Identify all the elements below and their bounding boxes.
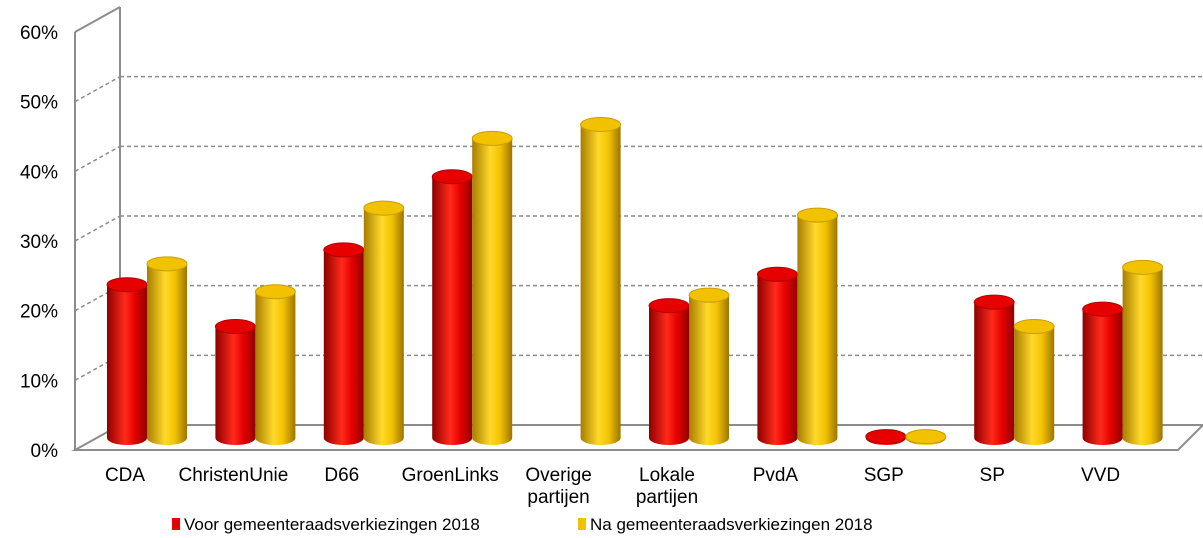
bar-top (106, 277, 148, 293)
bar (796, 207, 838, 445)
bar (648, 298, 690, 445)
bar-top (431, 169, 473, 185)
bar-body (107, 284, 147, 445)
bar-body (147, 263, 187, 445)
legend-label: Na gemeenteraadsverkiezingen 2018 (590, 515, 873, 534)
category-label: GroenLinks (402, 465, 499, 486)
bar (688, 287, 730, 445)
bar-top (471, 130, 513, 146)
bar-body (255, 291, 296, 445)
legend-label: Voor gemeenteraadsverkiezingen 2018 (184, 515, 480, 534)
bar-body (757, 274, 798, 445)
bar (1013, 319, 1055, 445)
bar-body (580, 124, 621, 445)
gridline-side (74, 145, 121, 172)
bar (580, 117, 622, 445)
bar-top (865, 429, 907, 445)
bar-top (688, 287, 730, 303)
bar (973, 294, 1015, 445)
gridline-side (74, 215, 121, 242)
bar-top (1122, 259, 1164, 275)
bar-top (796, 207, 838, 223)
bar-body (1122, 267, 1163, 445)
y-tick-label: 60% (20, 23, 58, 44)
bar (106, 277, 148, 445)
category-label: partijen (527, 487, 589, 508)
bar-body (1082, 309, 1123, 445)
category-label: Lokale (639, 465, 695, 486)
bar-top (905, 429, 947, 445)
side-wall-top-edge (74, 6, 121, 33)
bar-body (689, 295, 729, 445)
category-label: CDA (105, 465, 145, 486)
bar (905, 429, 947, 445)
bar-top (214, 319, 256, 335)
category-label: VVD (1081, 465, 1120, 486)
bar-top (648, 298, 690, 314)
category-label: D66 (324, 465, 359, 486)
bar (254, 284, 296, 445)
bar-top (973, 294, 1015, 310)
category-label: PvdA (753, 465, 799, 486)
y-tick-label: 10% (20, 371, 58, 392)
y-tick-label: 0% (31, 441, 59, 462)
bar-body (363, 208, 404, 445)
bar-body (797, 215, 838, 445)
bar-top (1013, 319, 1055, 335)
y-tick-label: 40% (20, 162, 58, 183)
bar (363, 200, 405, 445)
bar-top (363, 200, 405, 216)
bar-top (146, 256, 188, 272)
category-label: Overige (525, 465, 592, 486)
bars (106, 117, 1164, 445)
category-label: ChristenUnie (178, 465, 288, 486)
bar (431, 169, 473, 445)
bar-top (323, 242, 365, 258)
legend-swatch (578, 518, 586, 530)
bar (323, 242, 365, 445)
y-axis-tick-labels: 0% 10% 20% 30% 40% 50% 60% (20, 23, 58, 462)
bar-body (472, 138, 513, 445)
category-label: partijen (636, 487, 698, 508)
bar-body (215, 326, 256, 445)
bar-top (1082, 301, 1124, 317)
bar-top (580, 117, 622, 132)
bar (146, 256, 188, 445)
gridline-side (74, 76, 121, 103)
legend-swatch (172, 518, 180, 530)
category-label: SP (980, 465, 1005, 486)
bar (1082, 301, 1124, 445)
x-axis-category-labels: CDA ChristenUnie D66 GroenLinks Overigeparti… (105, 465, 1120, 508)
bar-top (756, 266, 798, 282)
bar (756, 266, 798, 445)
category-label: SGP (864, 465, 904, 486)
y-tick-label: 50% (20, 93, 58, 114)
bar-body (974, 302, 1015, 445)
bar (214, 319, 256, 445)
bar-body (1014, 326, 1055, 445)
y-tick-label: 30% (20, 232, 58, 253)
bar (471, 130, 513, 445)
bar-body (323, 249, 364, 445)
bar (1122, 259, 1164, 445)
bar-body (432, 176, 473, 445)
bar-body (649, 305, 689, 445)
bar (865, 429, 907, 445)
y-tick-label: 20% (20, 302, 58, 323)
bar-top (254, 284, 296, 300)
legend: Voor gemeenteraadsverkiezingen 2018 Na ge… (172, 515, 873, 534)
